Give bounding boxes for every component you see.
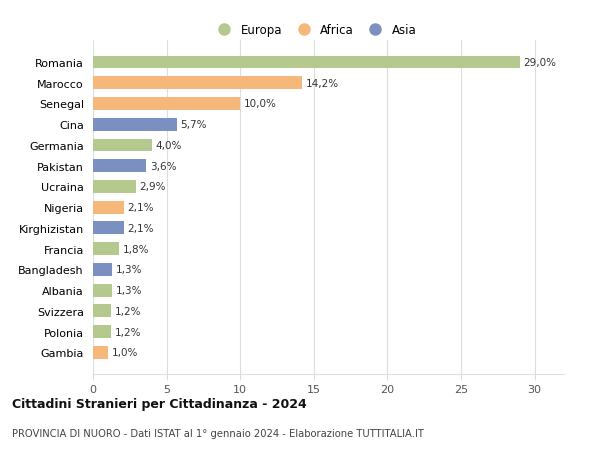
Bar — [93, 243, 119, 256]
Bar — [93, 325, 110, 338]
Text: 2,9%: 2,9% — [139, 182, 166, 192]
Bar — [93, 222, 124, 235]
Bar — [93, 305, 110, 318]
Text: 1,2%: 1,2% — [115, 306, 141, 316]
Bar — [93, 263, 112, 276]
Bar — [93, 180, 136, 193]
Text: PROVINCIA DI NUORO - Dati ISTAT al 1° gennaio 2024 - Elaborazione TUTTITALIA.IT: PROVINCIA DI NUORO - Dati ISTAT al 1° ge… — [12, 428, 424, 438]
Bar — [93, 56, 520, 69]
Text: 1,3%: 1,3% — [116, 265, 142, 275]
Bar — [93, 118, 177, 131]
Bar — [93, 160, 146, 173]
Text: 5,7%: 5,7% — [181, 120, 207, 130]
Bar — [93, 346, 108, 359]
Text: 1,0%: 1,0% — [112, 347, 138, 358]
Text: 14,2%: 14,2% — [305, 78, 339, 89]
Bar — [93, 139, 152, 152]
Bar — [93, 77, 302, 90]
Legend: Europa, Africa, Asia: Europa, Africa, Asia — [209, 21, 420, 40]
Text: 4,0%: 4,0% — [155, 140, 182, 151]
Text: 3,6%: 3,6% — [149, 161, 176, 171]
Bar — [93, 98, 240, 111]
Text: 10,0%: 10,0% — [244, 99, 277, 109]
Bar — [93, 202, 124, 214]
Text: 29,0%: 29,0% — [524, 58, 557, 68]
Bar — [93, 284, 112, 297]
Text: 1,2%: 1,2% — [115, 327, 141, 337]
Text: 1,8%: 1,8% — [123, 244, 149, 254]
Text: 1,3%: 1,3% — [116, 285, 142, 296]
Text: Cittadini Stranieri per Cittadinanza - 2024: Cittadini Stranieri per Cittadinanza - 2… — [12, 397, 307, 410]
Text: 2,1%: 2,1% — [128, 224, 154, 233]
Text: 2,1%: 2,1% — [128, 203, 154, 213]
